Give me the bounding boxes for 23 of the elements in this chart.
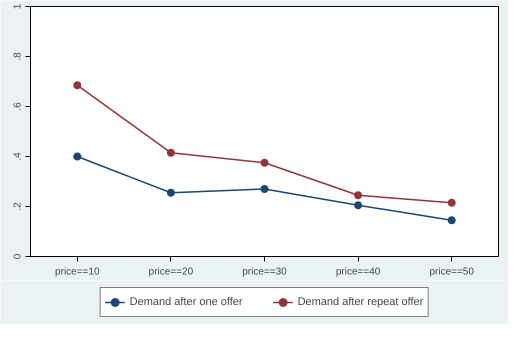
y-tick-label: .4 — [12, 152, 24, 161]
point — [166, 148, 175, 157]
point — [166, 188, 175, 197]
point — [73, 81, 82, 90]
y-tick-label: 0 — [12, 253, 24, 260]
point — [73, 152, 82, 160]
x-tick-label: price==20 — [148, 266, 194, 278]
point — [448, 216, 456, 224]
x-tick-label: price==50 — [429, 266, 474, 278]
x-tick-label: price==10 — [55, 266, 100, 278]
legend-label: Demand after one offer — [130, 296, 243, 308]
point — [260, 185, 268, 193]
point — [448, 198, 456, 207]
y-tick-label: 1 — [12, 3, 24, 10]
point — [260, 158, 268, 167]
y-tick-label: .8 — [12, 52, 24, 61]
legend-label: Demand after repeat offer — [298, 296, 424, 308]
point — [354, 201, 362, 210]
x-tick-label: price==30 — [242, 266, 288, 278]
x-tick-label: price==40 — [336, 266, 381, 278]
y-tick-label: .6 — [12, 102, 24, 111]
point — [354, 191, 362, 200]
y-tick-label: .2 — [12, 202, 24, 211]
